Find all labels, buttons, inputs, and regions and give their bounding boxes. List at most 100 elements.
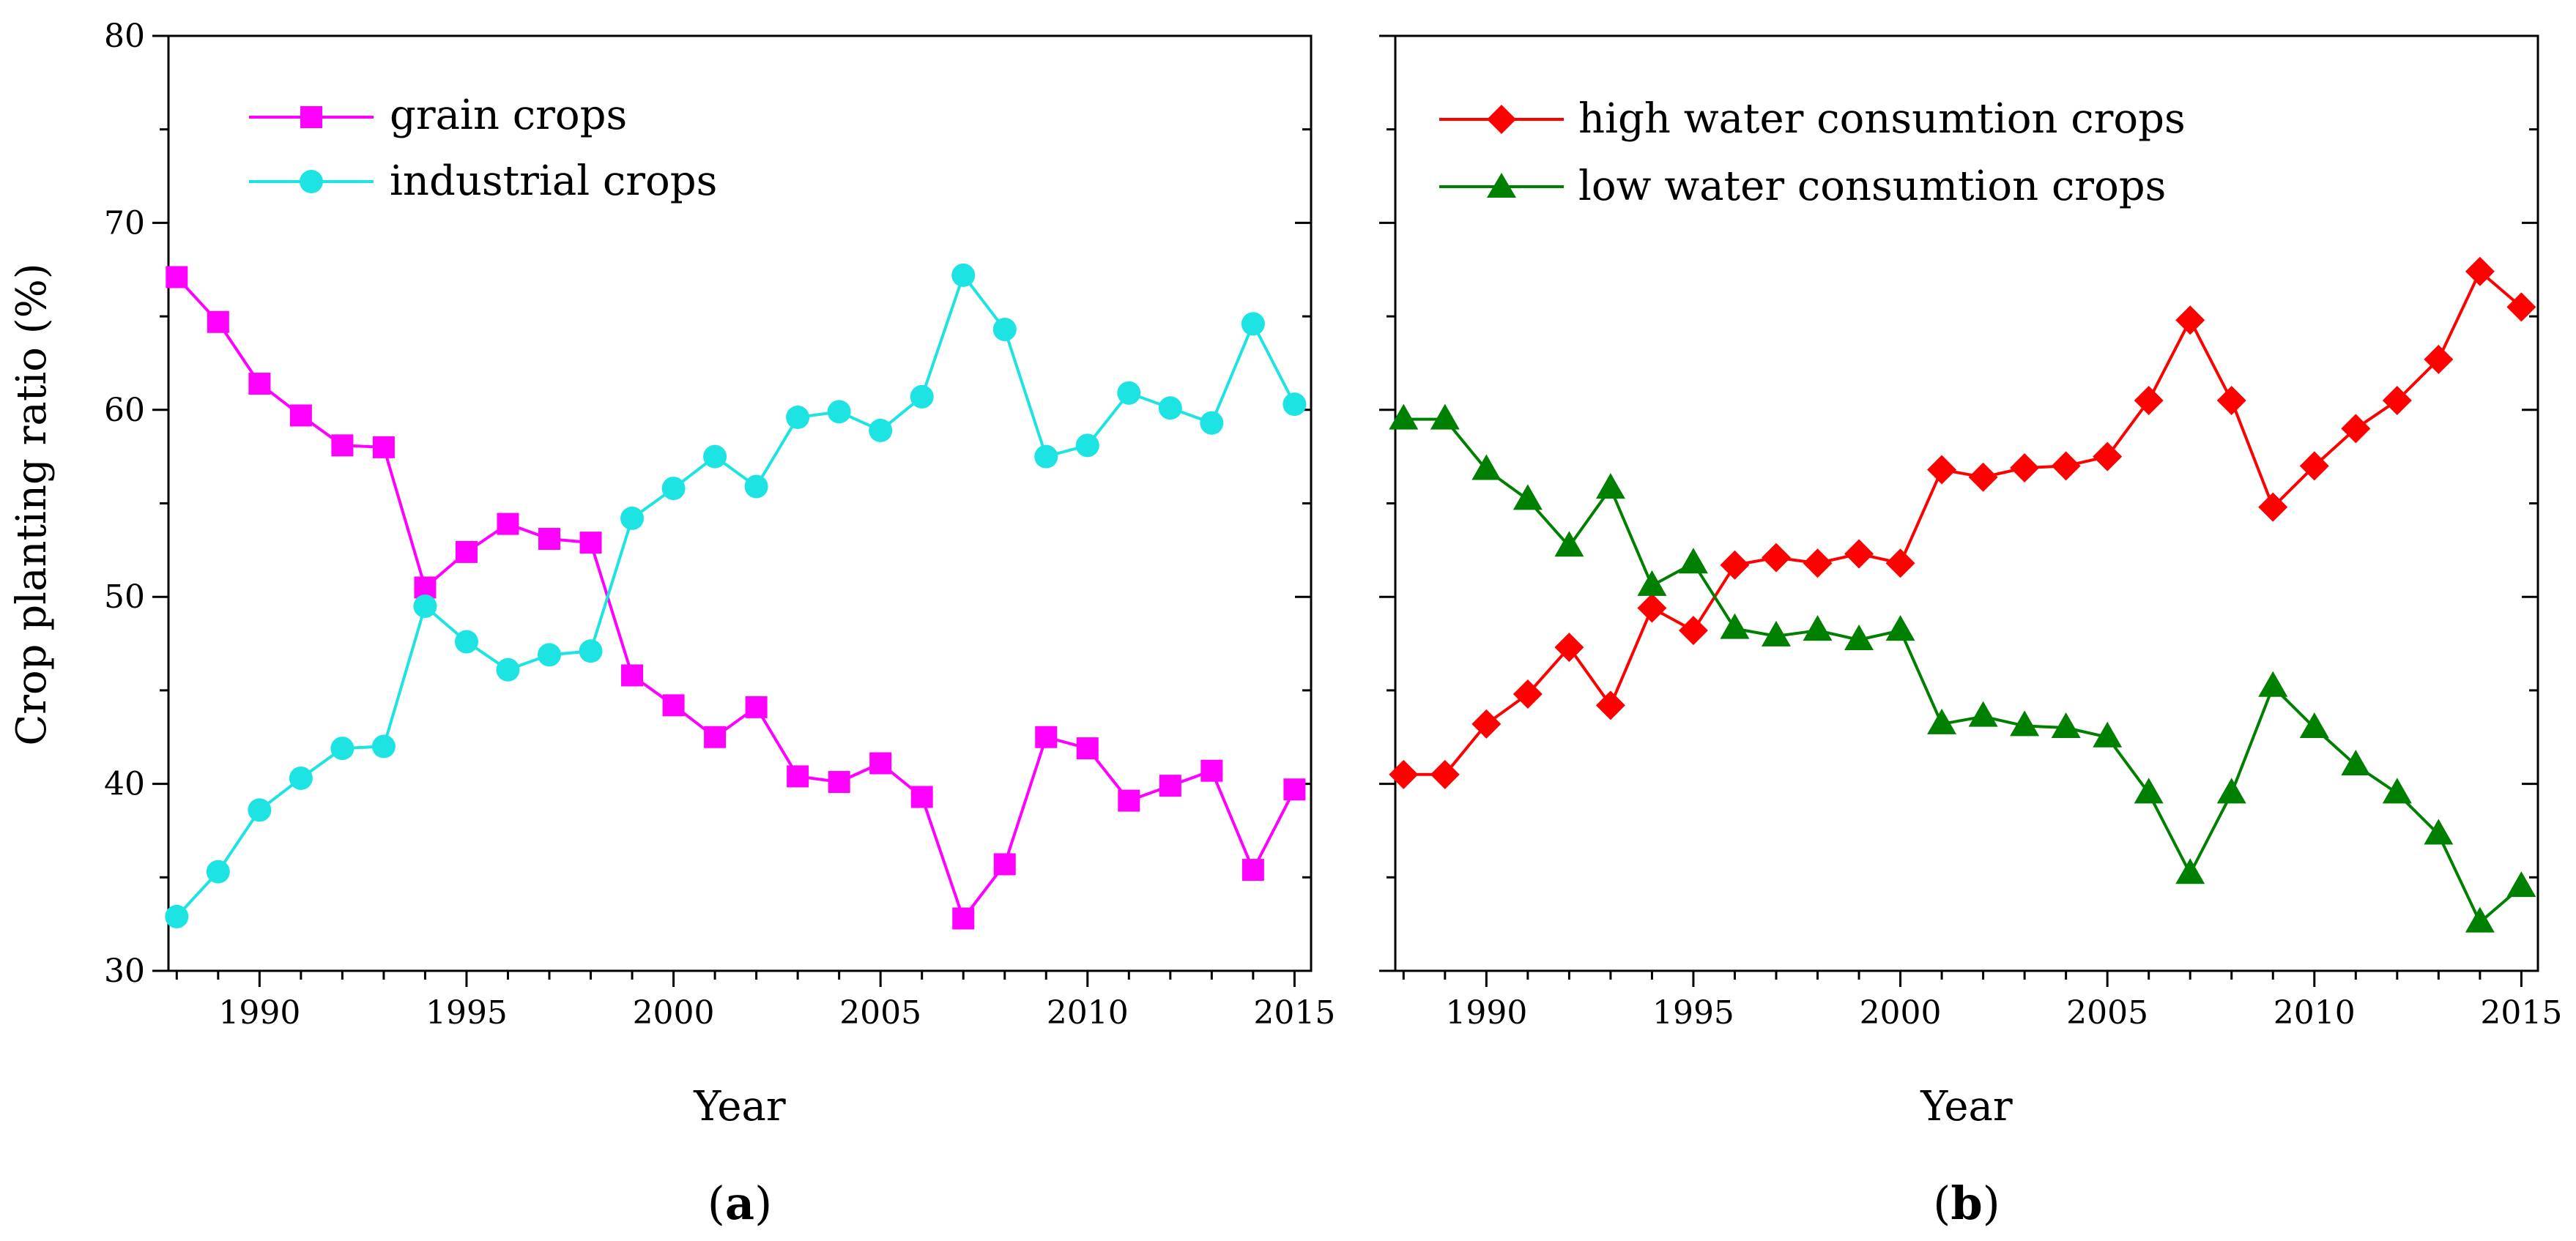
- legend-label-industrial-crops: industrial crops: [390, 157, 717, 205]
- data-point-grain-crops: [662, 694, 685, 717]
- data-point-high-water-consumtion-crops: [1512, 679, 1543, 709]
- data-point-grain-crops: [1283, 778, 1306, 801]
- data-point-low-water-consumtion-crops: [1844, 624, 1874, 650]
- data-point-high-water-consumtion-crops: [2299, 451, 2329, 481]
- data-point-industrial-crops: [744, 474, 768, 499]
- data-point-high-water-consumtion-crops: [2506, 292, 2536, 322]
- data-point-grain-crops: [745, 696, 768, 718]
- data-point-grain-crops: [497, 513, 519, 535]
- data-point-grain-crops: [704, 726, 727, 748]
- data-point-industrial-crops: [454, 630, 478, 654]
- data-point-low-water-consumtion-crops: [1927, 708, 1957, 734]
- x-tick-label: 1995: [1652, 994, 1734, 1032]
- data-point-low-water-consumtion-crops: [1595, 473, 1625, 499]
- legend-label-high-water: high water consumtion crops: [1578, 95, 2186, 143]
- data-point-industrial-crops: [330, 737, 355, 761]
- data-point-grain-crops: [289, 404, 312, 427]
- data-point-grain-crops: [166, 266, 188, 288]
- data-point-low-water-consumtion-crops: [1968, 701, 1998, 727]
- data-point-high-water-consumtion-crops: [2465, 256, 2495, 286]
- data-point-grain-crops: [372, 436, 395, 458]
- data-point-low-water-consumtion-crops: [2010, 710, 2040, 737]
- legend-b: high water consumtion crops low water co…: [1439, 95, 2186, 210]
- data-point-industrial-crops: [992, 317, 1017, 341]
- data-point-grain-crops: [787, 765, 809, 788]
- x-tick-label: 2015: [1253, 994, 1335, 1032]
- panel-label-b: (b): [1933, 1177, 2000, 1230]
- data-point-industrial-crops: [951, 263, 976, 287]
- data-point-low-water-consumtion-crops: [1512, 484, 1543, 510]
- data-point-industrial-crops: [1283, 392, 1307, 417]
- data-point-high-water-consumtion-crops: [1803, 548, 1833, 578]
- legend-marker-high-water: [1487, 105, 1516, 134]
- legend-marker-industrial-crops: [300, 170, 323, 193]
- data-point-low-water-consumtion-crops: [2382, 778, 2412, 804]
- data-point-high-water-consumtion-crops: [2010, 452, 2040, 482]
- data-point-grain-crops: [1118, 789, 1140, 812]
- data-point-industrial-crops: [620, 506, 645, 530]
- data-point-grain-crops: [1076, 737, 1099, 760]
- data-point-industrial-crops: [703, 444, 727, 469]
- data-point-low-water-consumtion-crops: [1554, 531, 1584, 557]
- series-line-grain-crops: [175, 276, 1296, 920]
- data-point-grain-crops: [910, 786, 933, 808]
- data-point-low-water-consumtion-crops: [1762, 620, 1791, 646]
- series-line-industrial-crops: [175, 273, 1296, 918]
- data-point-low-water-consumtion-crops: [1678, 548, 1708, 574]
- legend-label-low-water: low water consumtion crops: [1578, 163, 2166, 210]
- data-point-grain-crops: [828, 771, 850, 794]
- data-point-high-water-consumtion-crops: [1968, 462, 1998, 492]
- x-tick-label: 2000: [1860, 994, 1942, 1032]
- data-point-grain-crops: [993, 853, 1016, 876]
- data-point-grain-crops: [331, 434, 354, 457]
- data-point-high-water-consumtion-crops: [1637, 593, 1667, 623]
- data-point-industrial-crops: [248, 798, 272, 822]
- series-line-low-water-consumtion-crops: [1403, 417, 2523, 924]
- data-point-low-water-consumtion-crops: [1430, 403, 1460, 430]
- data-point-industrial-crops: [165, 904, 189, 928]
- data-point-low-water-consumtion-crops: [2506, 871, 2536, 898]
- chart-panel-a: 1990 1995 2000 2005 2010 2015 30 40 50 60 70 80 gra…: [8, 18, 1335, 1230]
- data-point-high-water-consumtion-crops: [1471, 709, 1502, 739]
- data-point-grain-crops: [621, 664, 644, 687]
- data-point-grain-crops: [1035, 726, 1058, 748]
- data-point-high-water-consumtion-crops: [2093, 441, 2123, 472]
- x-tick-label: 2015: [2480, 994, 2562, 1032]
- data-point-high-water-consumtion-crops: [1430, 759, 1460, 789]
- data-point-industrial-crops: [786, 406, 810, 430]
- y-tick-label: 80: [104, 18, 145, 55]
- data-point-industrial-crops: [661, 477, 686, 501]
- data-point-industrial-crops: [1075, 433, 1099, 458]
- x-axis-title-a: Year: [693, 1083, 786, 1130]
- data-point-industrial-crops: [1241, 312, 1265, 336]
- data-point-industrial-crops: [910, 384, 934, 409]
- data-point-high-water-consumtion-crops: [2258, 492, 2288, 522]
- data-point-industrial-crops: [371, 734, 396, 759]
- data-point-grain-crops: [1159, 775, 1181, 797]
- data-point-low-water-consumtion-crops: [2258, 671, 2288, 697]
- data-point-industrial-crops: [1034, 444, 1058, 469]
- data-point-high-water-consumtion-crops: [1762, 543, 1791, 573]
- data-point-industrial-crops: [1200, 411, 1224, 435]
- x-tick-label: 2005: [839, 994, 921, 1032]
- data-point-industrial-crops: [1158, 396, 1182, 420]
- data-point-grain-crops: [579, 532, 602, 554]
- data-point-low-water-consumtion-crops: [2134, 778, 2164, 804]
- data-point-high-water-consumtion-crops: [1927, 455, 1957, 485]
- data-point-industrial-crops: [538, 643, 561, 667]
- data-point-grain-crops: [869, 752, 892, 775]
- data-point-low-water-consumtion-crops: [2175, 858, 2205, 884]
- y-tick-label: 40: [104, 766, 145, 803]
- data-point-grain-crops: [952, 907, 975, 930]
- panel-label-letter-a: a: [725, 1177, 754, 1230]
- data-point-low-water-consumtion-crops: [1471, 454, 1502, 480]
- y-tick-label: 60: [104, 392, 145, 429]
- data-point-high-water-consumtion-crops: [2216, 386, 2246, 416]
- data-point-high-water-consumtion-crops: [2382, 386, 2412, 416]
- data-point-high-water-consumtion-crops: [1678, 616, 1708, 646]
- data-point-low-water-consumtion-crops: [2465, 906, 2495, 933]
- data-point-low-water-consumtion-crops: [2051, 712, 2081, 738]
- legend-label-grain-crops: grain crops: [390, 92, 627, 139]
- x-tick-label: 1995: [426, 994, 508, 1032]
- data-point-low-water-consumtion-crops: [1389, 403, 1419, 430]
